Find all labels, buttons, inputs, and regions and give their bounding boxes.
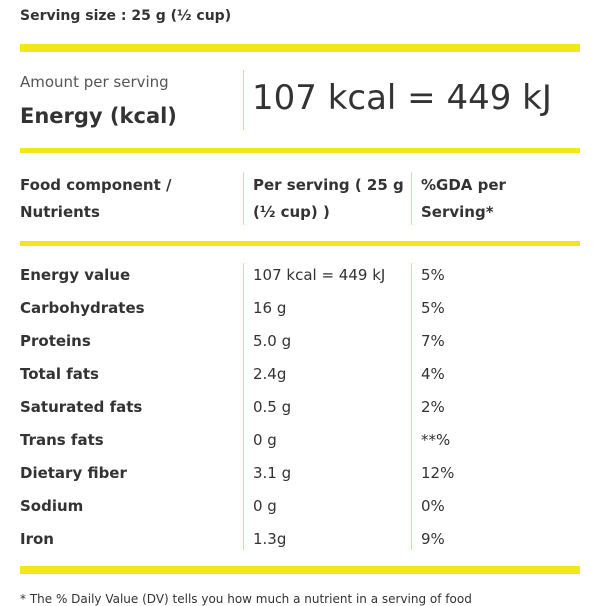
nutrient-value: 0 g	[253, 497, 277, 515]
divider	[20, 241, 580, 246]
nutrient-name: Trans fats	[20, 431, 104, 449]
nutrient-value: 0%	[421, 497, 445, 515]
nutrient-value: 5%	[421, 299, 445, 317]
divider	[411, 172, 412, 225]
nutrient-name: Iron	[20, 530, 54, 548]
nutrient-value: 0 g	[253, 431, 277, 449]
divider	[20, 566, 580, 574]
nutrient-name: Proteins	[20, 332, 91, 350]
divider	[243, 172, 244, 225]
nutrient-value: 5.0 g	[253, 332, 292, 350]
divider	[411, 263, 412, 550]
nutrient-value: 16 g	[253, 299, 287, 317]
header-cell: Per serving ( 25 g	[253, 176, 404, 194]
nutrient-name: Saturated fats	[20, 398, 143, 416]
nutrient-value: 9%	[421, 530, 445, 548]
nutrient-value: 12%	[421, 464, 455, 482]
nutrient-name: Sodium	[20, 497, 84, 515]
divider	[243, 70, 244, 130]
header-cell: Food component /	[20, 176, 172, 194]
nutrient-value: 2%	[421, 398, 445, 416]
header-cell: Serving*	[421, 203, 494, 221]
energy-label: Energy (kcal)	[20, 104, 177, 128]
nutrient-value: 3.1 g	[253, 464, 292, 482]
header-cell: %GDA per	[421, 176, 506, 194]
header-cell: (½ cup) )	[253, 203, 330, 221]
nutrient-value: **%	[421, 431, 451, 449]
divider	[243, 263, 244, 550]
nutrient-value: 1.3g	[253, 530, 287, 548]
energy-label-small: Amount per serving	[20, 73, 169, 91]
divider	[20, 148, 580, 153]
header-cell: Nutrients	[20, 203, 100, 221]
nutrient-value: 2.4g	[253, 365, 287, 383]
nutrient-name: Total fats	[20, 365, 99, 383]
nutrient-name: Dietary fiber	[20, 464, 127, 482]
nutrient-name: Energy value	[20, 266, 131, 284]
footnote: * The % Daily Value (DV) tells you how m…	[20, 592, 472, 606]
nutrient-name: Carbohydrates	[20, 299, 145, 317]
nutrient-value: 107 kcal = 449 kJ	[253, 266, 386, 284]
serving-size: Serving size : 25 g (½ cup)	[20, 8, 232, 24]
nutrient-value: 0.5 g	[253, 398, 292, 416]
energy-value: 107 kcal = 449 kJ	[252, 78, 552, 118]
nutrient-value: 5%	[421, 266, 445, 284]
nutrient-value: 7%	[421, 332, 445, 350]
nutrient-value: 4%	[421, 365, 445, 383]
divider	[20, 44, 580, 52]
